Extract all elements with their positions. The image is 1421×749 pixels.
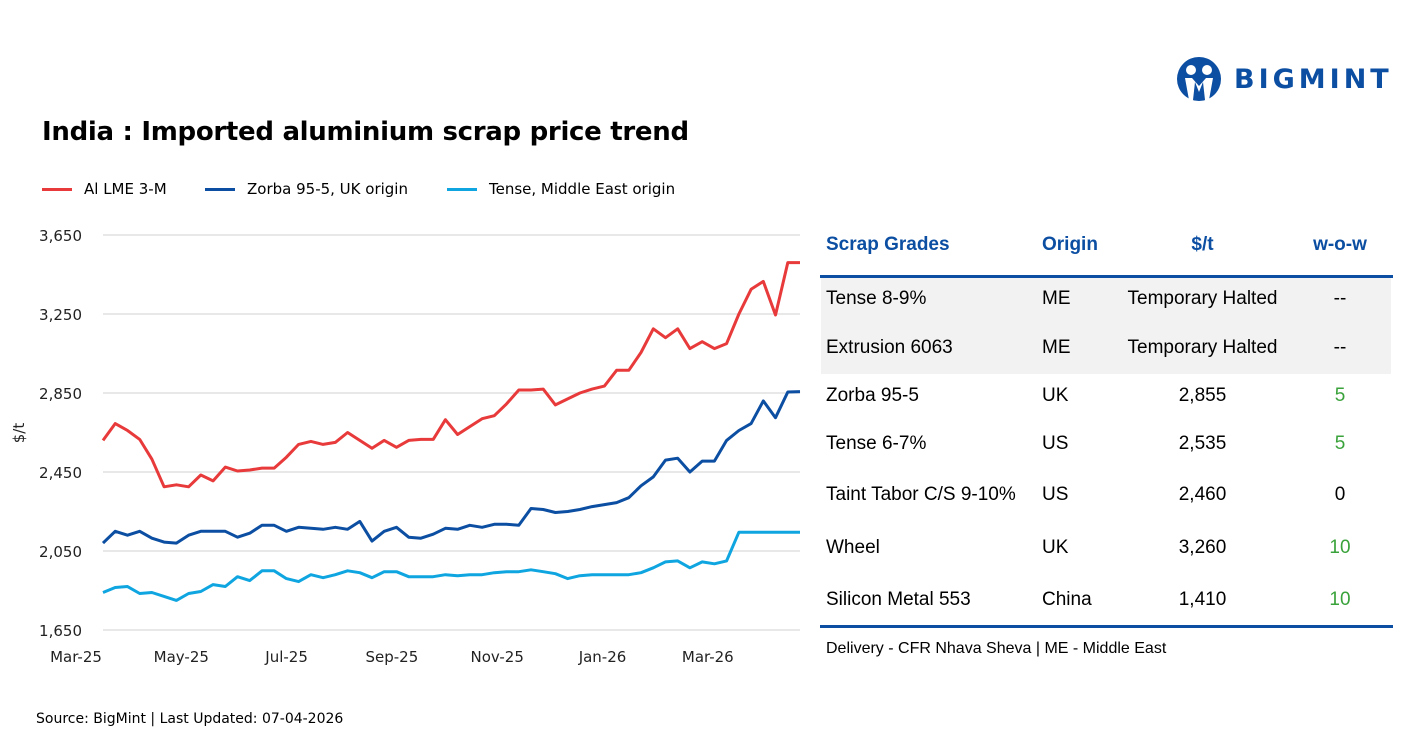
table-cell-price: Temporary Halted — [1127, 288, 1278, 309]
x-tick-label: Mar-26 — [682, 648, 734, 666]
table-cell-grade: Extrusion 6063 — [826, 337, 953, 358]
halted-rows-shading — [821, 278, 1391, 374]
series-line-2 — [102, 530, 800, 602]
table-header-rule — [820, 275, 1393, 278]
table-cell-price: 1,410 — [1178, 589, 1227, 610]
table-cell-price: 2,535 — [1178, 433, 1227, 454]
table-cell-wow: 10 — [1329, 537, 1351, 558]
bigmint-logo-icon — [1177, 57, 1221, 101]
legend-item-al-lme: Al LME 3-M — [42, 180, 167, 198]
legend-label: Zorba 95-5, UK origin — [247, 180, 408, 198]
y-tick-label: 3,650 — [39, 227, 82, 245]
table-cell-grade: Tense 8-9% — [826, 288, 927, 309]
legend-label: Tense, Middle East origin — [489, 180, 676, 198]
table-cell-grade: Silicon Metal 553 — [826, 589, 971, 610]
table-cell-origin: UK — [1042, 537, 1069, 558]
x-tick-label: Jan-26 — [578, 648, 627, 666]
table-cell-wow: -- — [1333, 337, 1347, 358]
table-cell-wow: 10 — [1329, 589, 1351, 610]
bigmint-logo: BIGMINT — [1176, 56, 1393, 102]
table-bottom-rule — [820, 625, 1393, 628]
table-cell-grade: Zorba 95-5 — [826, 385, 919, 406]
table-cell-grade: Wheel — [826, 537, 880, 558]
x-tick-label: Sep-25 — [366, 648, 419, 666]
legend-item-tense: Tense, Middle East origin — [447, 180, 675, 198]
series-line-0 — [101, 261, 800, 489]
x-tick-label: May-25 — [154, 648, 209, 666]
y-tick-label: 2,450 — [39, 464, 82, 482]
table-cell-wow: 5 — [1334, 385, 1346, 406]
table-cell-grade: Taint Tabor C/S 9-10% — [826, 484, 1016, 505]
legend-label: Al LME 3-M — [84, 180, 167, 198]
table-cell-price: Temporary Halted — [1127, 337, 1278, 358]
table-cell-grade: Tense 6-7% — [826, 433, 927, 454]
chart-title: India : Imported aluminium scrap price t… — [42, 117, 689, 147]
table-cell-price: 3,260 — [1178, 537, 1227, 558]
series-line-1 — [101, 390, 801, 545]
line-chart: 3,650 3,250 2,850 2,450 2,050 1,650 Mar-25 May-… — [10, 227, 801, 666]
legend-swatch — [42, 187, 72, 191]
source-note: Source: BigMint | Last Updated: 07-04-20… — [36, 711, 344, 727]
legend-swatch — [447, 187, 477, 191]
y-tick-label: 1,650 — [39, 622, 82, 640]
table-cell-wow: -- — [1333, 288, 1347, 309]
y-axis-title: $/t — [10, 423, 28, 444]
table-cell-wow: 5 — [1334, 433, 1346, 454]
x-tick-label: Mar-25 — [50, 648, 102, 666]
header-origin: Origin — [1042, 234, 1098, 255]
legend-swatch — [205, 187, 235, 191]
legend-item-zorba: Zorba 95-5, UK origin — [205, 180, 408, 198]
header-price: $/t — [1191, 234, 1214, 255]
table-cell-origin: ME — [1042, 337, 1071, 358]
bigmint-logo-text: BIGMINT — [1234, 63, 1393, 95]
table-cell-origin: ME — [1042, 288, 1071, 309]
y-tick-label: 2,850 — [39, 385, 82, 403]
table-cell-origin: China — [1042, 589, 1092, 610]
header-wow: w-o-w — [1313, 234, 1367, 255]
table-footnote: Delivery - CFR Nhava Sheva | ME - Middle… — [826, 640, 1167, 657]
y-tick-label: 3,250 — [39, 306, 82, 324]
header-scrap-grades: Scrap Grades — [826, 234, 950, 255]
table-cell-origin: US — [1042, 484, 1069, 505]
table-cell-price: 2,460 — [1178, 484, 1227, 505]
table-cell-origin: UK — [1042, 385, 1069, 406]
x-tick-label: Nov-25 — [471, 648, 524, 666]
table-cell-price: 2,855 — [1178, 385, 1227, 406]
y-tick-label: 2,050 — [39, 543, 82, 561]
table-cell-origin: US — [1042, 433, 1069, 454]
x-tick-label: Jul-25 — [264, 648, 308, 666]
table-cell-wow: 0 — [1334, 484, 1346, 505]
